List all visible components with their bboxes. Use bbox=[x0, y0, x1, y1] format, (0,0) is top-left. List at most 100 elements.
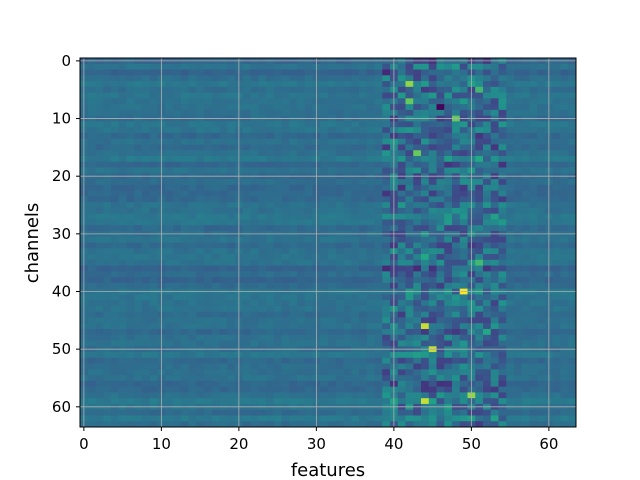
heatmap-cell bbox=[428, 138, 437, 145]
heatmap-cell bbox=[421, 357, 430, 364]
heatmap-cell bbox=[506, 421, 515, 428]
heatmap-cell bbox=[118, 386, 127, 393]
heatmap-cell bbox=[428, 150, 437, 157]
heatmap-cell bbox=[436, 121, 445, 128]
heatmap-cell bbox=[382, 75, 391, 82]
heatmap-cell bbox=[343, 138, 352, 145]
heatmap-cell bbox=[219, 357, 228, 364]
heatmap-cell bbox=[95, 98, 104, 105]
heatmap-cell bbox=[227, 219, 236, 226]
heatmap-cell bbox=[180, 184, 189, 192]
heatmap-cell bbox=[444, 190, 453, 197]
heatmap-cell bbox=[328, 104, 337, 111]
heatmap-cell bbox=[165, 81, 174, 88]
heatmap-cell bbox=[397, 86, 406, 93]
heatmap-cell bbox=[103, 75, 112, 82]
heatmap-cell bbox=[219, 328, 228, 336]
heatmap-cell bbox=[436, 409, 445, 416]
heatmap-cell bbox=[490, 98, 499, 105]
heatmap-cell bbox=[118, 311, 127, 318]
heatmap-cell bbox=[351, 202, 360, 209]
heatmap-cell bbox=[397, 300, 406, 307]
heatmap-cell bbox=[537, 277, 546, 284]
heatmap-cell bbox=[103, 179, 112, 186]
heatmap-cell bbox=[498, 207, 507, 215]
heatmap-cell bbox=[211, 167, 220, 174]
heatmap-cell bbox=[335, 386, 344, 393]
heatmap-cell bbox=[103, 334, 112, 341]
heatmap-cell bbox=[103, 144, 112, 151]
heatmap-cell bbox=[428, 236, 437, 243]
heatmap-cell bbox=[560, 81, 569, 88]
heatmap-cell bbox=[250, 242, 259, 249]
heatmap-cell bbox=[459, 138, 468, 145]
heatmap-cell bbox=[118, 380, 127, 388]
heatmap-cell bbox=[444, 150, 453, 157]
heatmap-cell bbox=[366, 386, 375, 393]
heatmap-cell bbox=[134, 254, 143, 261]
heatmap-cell bbox=[304, 161, 313, 168]
heatmap-cell bbox=[382, 86, 391, 93]
heatmap-cell bbox=[529, 184, 538, 192]
heatmap-cell bbox=[335, 132, 344, 140]
heatmap-cell bbox=[258, 236, 267, 243]
heatmap-cell bbox=[196, 190, 205, 197]
heatmap-cell bbox=[281, 63, 290, 70]
heatmap-cell bbox=[149, 282, 158, 290]
heatmap-cell bbox=[444, 392, 453, 399]
heatmap-cell bbox=[444, 254, 453, 261]
heatmap-cell bbox=[219, 236, 228, 243]
heatmap-cell bbox=[219, 190, 228, 197]
heatmap-cell bbox=[514, 352, 523, 359]
heatmap-cell bbox=[343, 63, 352, 70]
heatmap-cell bbox=[343, 242, 352, 249]
heatmap-cell bbox=[436, 213, 445, 220]
heatmap-cell bbox=[483, 282, 492, 290]
heatmap-cell bbox=[211, 277, 220, 284]
heatmap-cell bbox=[335, 63, 344, 70]
heatmap-cell bbox=[211, 357, 220, 364]
heatmap-cell bbox=[149, 392, 158, 399]
heatmap-cell bbox=[382, 207, 391, 215]
heatmap-cell bbox=[490, 352, 499, 359]
heatmap-cell bbox=[436, 150, 445, 157]
heatmap-cell bbox=[459, 363, 468, 370]
heatmap-cell bbox=[366, 121, 375, 128]
heatmap-cell bbox=[552, 415, 561, 422]
heatmap-cell bbox=[436, 369, 445, 376]
heatmap-cell bbox=[266, 219, 275, 226]
heatmap-cell bbox=[273, 104, 282, 111]
heatmap-cell bbox=[304, 104, 313, 111]
heatmap-cell bbox=[537, 357, 546, 364]
heatmap-cell bbox=[328, 242, 337, 249]
heatmap-cell bbox=[266, 63, 275, 70]
heatmap-cell bbox=[134, 265, 143, 272]
heatmap-cell bbox=[273, 196, 282, 203]
heatmap-cell bbox=[188, 282, 197, 290]
heatmap-cell bbox=[149, 305, 158, 313]
heatmap-cell bbox=[289, 236, 298, 243]
heatmap-cell bbox=[134, 300, 143, 307]
heatmap-cell bbox=[428, 219, 437, 226]
heatmap-cell bbox=[173, 161, 182, 168]
heatmap-cell bbox=[374, 305, 383, 313]
heatmap-cell bbox=[289, 179, 298, 186]
heatmap-cell bbox=[498, 121, 507, 128]
heatmap-cell bbox=[266, 334, 275, 341]
heatmap-cell bbox=[514, 386, 523, 393]
heatmap-cell bbox=[173, 254, 182, 261]
heatmap-cell bbox=[328, 328, 337, 336]
heatmap-cell bbox=[227, 334, 236, 341]
heatmap-cell bbox=[95, 138, 104, 145]
heatmap-cell bbox=[242, 380, 251, 388]
heatmap-cell bbox=[87, 75, 96, 82]
heatmap-cell bbox=[204, 271, 213, 278]
heatmap-cell bbox=[452, 167, 461, 174]
heatmap-cell bbox=[111, 156, 120, 163]
heatmap-cell bbox=[436, 334, 445, 341]
heatmap-cell bbox=[304, 357, 313, 364]
heatmap-cell bbox=[459, 248, 468, 255]
heatmap-cell bbox=[537, 271, 546, 278]
heatmap-cell bbox=[103, 127, 112, 134]
heatmap-cell bbox=[436, 380, 445, 388]
